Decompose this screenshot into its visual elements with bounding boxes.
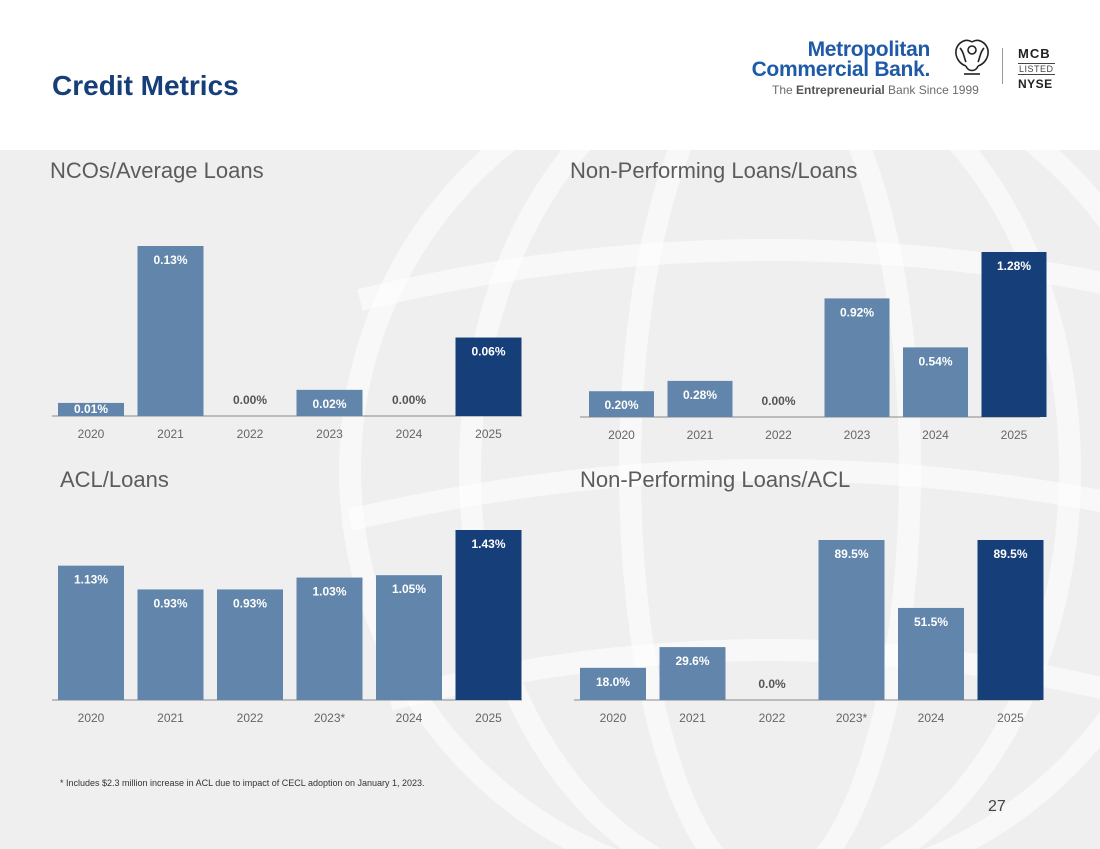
bar-2023 bbox=[296, 389, 363, 416]
tick-label: 2022 bbox=[237, 711, 264, 725]
data-label: 0.93% bbox=[233, 596, 267, 610]
data-label: 0.00% bbox=[233, 393, 267, 407]
data-label: 0.00% bbox=[392, 393, 426, 407]
bar-2024 bbox=[376, 575, 442, 700]
tick-label: 2021 bbox=[157, 427, 184, 441]
data-label: 1.13% bbox=[74, 573, 108, 587]
tick-label: 2023 bbox=[844, 428, 871, 442]
bar-2021 bbox=[137, 589, 204, 700]
bar-2023 bbox=[824, 298, 890, 417]
chart-title-npl-loans: Non-Performing Loans/Loans bbox=[570, 158, 858, 183]
bar-2020 bbox=[58, 402, 124, 416]
exchange-name: NYSE bbox=[1018, 77, 1053, 91]
ticker: MCB bbox=[1018, 46, 1051, 61]
logo-divider bbox=[1002, 48, 1003, 84]
tick-label: 2020 bbox=[600, 711, 627, 725]
data-label: 89.5% bbox=[834, 547, 868, 561]
tick-label: 2024 bbox=[918, 711, 945, 725]
data-label: 0.01% bbox=[74, 402, 108, 416]
data-label: 0.92% bbox=[840, 305, 874, 319]
tick-label: 2023* bbox=[314, 711, 346, 725]
data-label: 0.06% bbox=[471, 345, 505, 359]
tick-label: 2020 bbox=[78, 427, 105, 441]
tagline-post: Bank Since 1999 bbox=[884, 83, 979, 97]
data-label: 89.5% bbox=[993, 547, 1027, 561]
data-label: 1.43% bbox=[471, 537, 505, 551]
bar-2024 bbox=[898, 607, 964, 700]
tick-label: 2025 bbox=[997, 711, 1024, 725]
tick-label: 2021 bbox=[679, 711, 706, 725]
tick-label: 2020 bbox=[78, 711, 105, 725]
bar-2025 bbox=[455, 530, 522, 700]
tick-label: 2025 bbox=[1001, 428, 1028, 442]
bar-2025 bbox=[455, 337, 522, 416]
bar-2022 bbox=[217, 589, 283, 700]
data-label: 51.5% bbox=[914, 615, 948, 629]
tick-label: 2024 bbox=[396, 427, 423, 441]
tick-label: 2022 bbox=[765, 428, 792, 442]
footnote: * Includes $2.3 million increase in ACL … bbox=[60, 778, 425, 788]
bar-2020 bbox=[580, 667, 646, 700]
chart-acl-loans: 1.13% 2020 0.93% 2021 0.93% 2022 1.03% 2023* 1.0… bbox=[52, 530, 522, 725]
chart-npl-loans: 0.20% 2020 0.28% 2021 0.00% 2022 0.92% 2023 0.54… bbox=[580, 252, 1047, 442]
bar-2024 bbox=[903, 347, 968, 417]
logo-name-line1: Metropolitan bbox=[807, 38, 931, 61]
tick-label: 2025 bbox=[475, 427, 502, 441]
company-logo: Metropolitan Commercial Bank. The Entrep… bbox=[752, 36, 1066, 106]
logo-name-line2: Commercial Bank. bbox=[751, 58, 931, 81]
tick-label: 2024 bbox=[396, 711, 423, 725]
tick-label: 2020 bbox=[608, 428, 635, 442]
tick-label: 2022 bbox=[759, 711, 786, 725]
tick-label: 2022 bbox=[237, 427, 264, 441]
data-label: 0.13% bbox=[153, 253, 187, 267]
eagle-icon bbox=[955, 39, 989, 75]
chart-nco-average-loans: 0.01% 2020 0.13% 2021 0.00% 2022 0.02% 2023 0.00… bbox=[52, 246, 522, 441]
tick-label: 2024 bbox=[922, 428, 949, 442]
bar-2021 bbox=[667, 380, 733, 417]
tick-label: 2025 bbox=[475, 711, 502, 725]
listed-label: LISTED bbox=[1018, 63, 1055, 75]
tagline-pre: The bbox=[772, 83, 797, 97]
tagline-bold: Entrepreneurial bbox=[796, 83, 885, 97]
data-label: 0.28% bbox=[683, 388, 717, 402]
page-number: 27 bbox=[988, 798, 1006, 815]
page-title: Credit Metrics bbox=[52, 70, 239, 101]
bar-2020 bbox=[589, 391, 654, 417]
tick-label: 2021 bbox=[157, 711, 184, 725]
data-label: 0.54% bbox=[918, 354, 952, 368]
data-label: 1.05% bbox=[392, 582, 426, 596]
data-label: 1.03% bbox=[312, 585, 346, 599]
data-label: 18.0% bbox=[596, 675, 630, 689]
chart-title-nco: NCOs/Average Loans bbox=[50, 158, 264, 183]
logo-tagline: The Entrepreneurial Bank Since 1999 bbox=[772, 83, 979, 97]
data-label: 0.20% bbox=[604, 398, 638, 412]
tick-label: 2023 bbox=[316, 427, 343, 441]
data-label: 29.6% bbox=[675, 654, 709, 668]
bar-2021 bbox=[659, 647, 726, 700]
bar-2021 bbox=[137, 246, 204, 416]
tick-label: 2021 bbox=[687, 428, 714, 442]
chart-npl-acl: 18.0% 2020 29.6% 2021 0.0% 2022 89.5% 2023* 51.5… bbox=[574, 540, 1044, 725]
bar-2023 bbox=[296, 577, 363, 700]
chart-title-acl-loans: ACL/Loans bbox=[60, 467, 169, 492]
data-label: 1.28% bbox=[997, 259, 1031, 273]
bar-2020 bbox=[58, 565, 124, 700]
bar-2023 bbox=[818, 540, 885, 700]
tick-label: 2023* bbox=[836, 711, 868, 725]
data-label: 0.93% bbox=[153, 596, 187, 610]
data-label: 0.00% bbox=[761, 394, 795, 408]
bar-2025 bbox=[981, 252, 1047, 417]
chart-title-npl-acl: Non-Performing Loans/ACL bbox=[580, 467, 851, 492]
data-label: 0.0% bbox=[758, 677, 786, 691]
bar-2025 bbox=[977, 540, 1044, 700]
data-label: 0.02% bbox=[312, 397, 346, 411]
